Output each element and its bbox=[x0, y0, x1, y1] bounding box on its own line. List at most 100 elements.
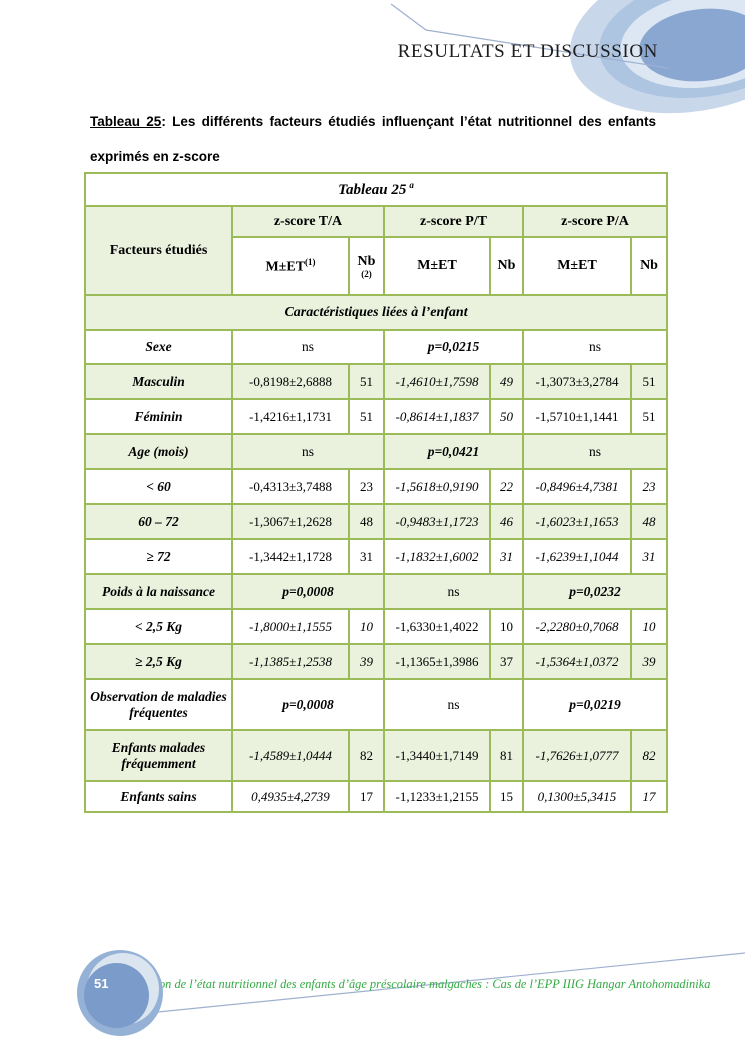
cell: -1,6239±1,1044 bbox=[522, 538, 632, 575]
section-running-head: RESULTATS ET DISCUSSION bbox=[397, 41, 658, 62]
row-label: Masculin bbox=[84, 363, 233, 400]
cell: -1,5710±1,1441 bbox=[522, 398, 632, 435]
cell: 46 bbox=[489, 503, 524, 540]
row-label: Enfants malades fréquemment bbox=[84, 729, 233, 782]
caption-text: : Les différents facteurs étudiés influe… bbox=[161, 114, 657, 129]
cell: ns bbox=[521, 329, 669, 365]
cell: 0,1300±5,3415 bbox=[522, 780, 632, 813]
table-row: Poids à la naissance p=0,0008 ns p=0,023… bbox=[84, 573, 669, 610]
col-header-met-3: M±ET bbox=[522, 236, 632, 296]
cell: -0,8496±4,7381 bbox=[522, 468, 632, 505]
cell: 23 bbox=[629, 468, 669, 505]
cell: ns bbox=[231, 329, 385, 365]
table-row: Age (mois) ns p=0,0421 ns bbox=[84, 433, 669, 470]
cell: 51 bbox=[348, 363, 385, 400]
col-header-zscore-pa: z-score P/A bbox=[521, 205, 669, 238]
col-header-zscore-pt: z-score P/T bbox=[383, 205, 524, 238]
section-header: Caractéristiques liées à l’enfant bbox=[83, 294, 669, 331]
cell: -1,4216±1,1731 bbox=[231, 398, 350, 435]
col-header-nb-1: Nb (2) bbox=[348, 236, 385, 296]
cell: -1,3067±1,2628 bbox=[231, 503, 350, 540]
cell: 10 bbox=[489, 608, 524, 645]
cell: 0,4935±4,2739 bbox=[231, 780, 350, 813]
sub-header-row: M±ET(1) Nb (2) M±ET Nb M±ET Nb bbox=[85, 236, 669, 296]
cell: 51 bbox=[629, 363, 669, 400]
row-label: 60 – 72 bbox=[84, 503, 233, 540]
cell: -1,3440±1,7149 bbox=[383, 729, 491, 782]
cell: 51 bbox=[348, 398, 385, 435]
cell: p=0,0215 bbox=[383, 329, 524, 365]
cell: p=0,0219 bbox=[521, 678, 669, 731]
cell: -1,1832±1,6002 bbox=[383, 538, 491, 575]
cell: -1,1233±1,2155 bbox=[383, 780, 491, 813]
table-row: Enfants malades fréquemment -1,4589±1,04… bbox=[84, 729, 669, 782]
cell: 48 bbox=[348, 503, 385, 540]
table-title: Tableau 25 a bbox=[83, 172, 669, 207]
cell: 82 bbox=[629, 729, 669, 782]
row-label: ≥ 72 bbox=[84, 538, 233, 575]
cell: 39 bbox=[629, 643, 669, 680]
cell: 23 bbox=[348, 468, 385, 505]
cell: -1,1365±1,3986 bbox=[383, 643, 491, 680]
cell: -1,5618±0,9190 bbox=[383, 468, 491, 505]
cell: p=0,0232 bbox=[521, 573, 669, 610]
results-table: Tableau 25 a Facteurs étudiés z-score T/… bbox=[83, 172, 669, 813]
cell: ns bbox=[383, 678, 524, 731]
row-label: Sexe bbox=[84, 329, 233, 365]
cell: 10 bbox=[629, 608, 669, 645]
col-header-zscore-ta: z-score T/A bbox=[231, 205, 385, 238]
page-number: 51 bbox=[94, 976, 109, 991]
section-header-row: Caractéristiques liées à l’enfant bbox=[83, 294, 669, 331]
cell: p=0,0008 bbox=[231, 573, 385, 610]
col-header-nb-3: Nb bbox=[629, 236, 669, 296]
row-label: Age (mois) bbox=[84, 433, 233, 470]
cell: -0,8198±2,6888 bbox=[231, 363, 350, 400]
cell: -1,6023±1,1653 bbox=[522, 503, 632, 540]
caption-line-2: exprimés en z-score bbox=[90, 149, 220, 164]
cell: 17 bbox=[629, 780, 669, 813]
cell: 51 bbox=[629, 398, 669, 435]
cell: 50 bbox=[489, 398, 524, 435]
table-row: Masculin -0,8198±2,6888 51 -1,4610±1,759… bbox=[84, 363, 669, 400]
table-title-row: Tableau 25 a bbox=[83, 172, 669, 207]
caption-label: Tableau 25 bbox=[90, 114, 162, 129]
row-label: Enfants sains bbox=[84, 780, 233, 813]
col-header-nb-2: Nb bbox=[489, 236, 524, 296]
table-row: < 60 -0,4313±3,7488 23 -1,5618±0,9190 22… bbox=[84, 468, 669, 505]
cell: ns bbox=[383, 573, 524, 610]
cell: ns bbox=[231, 433, 385, 470]
cell: 39 bbox=[348, 643, 385, 680]
table-row: Sexe ns p=0,0215 ns bbox=[84, 329, 669, 365]
cell: -1,1385±1,2538 bbox=[231, 643, 350, 680]
row-label: Observation de maladies fréquentes bbox=[84, 678, 233, 731]
table-row: Enfants sains 0,4935±4,2739 17 -1,1233±1… bbox=[84, 780, 669, 813]
table-row: < 2,5 Kg -1,8000±1,1555 10 -1,6330±1,402… bbox=[84, 608, 669, 645]
cell: -0,9483±1,1723 bbox=[383, 503, 491, 540]
cell: 37 bbox=[489, 643, 524, 680]
cell: -1,7626±1,0777 bbox=[522, 729, 632, 782]
table-caption: Tableau 25: Les différents facteurs étud… bbox=[90, 104, 656, 174]
cell: 31 bbox=[629, 538, 669, 575]
cell: 81 bbox=[489, 729, 524, 782]
cell: 17 bbox=[348, 780, 385, 813]
cell: -1,4610±1,7598 bbox=[383, 363, 491, 400]
table-row: Observation de maladies fréquentes p=0,0… bbox=[84, 678, 669, 731]
cell: 82 bbox=[348, 729, 385, 782]
cell: 31 bbox=[348, 538, 385, 575]
row-label: < 2,5 Kg bbox=[84, 608, 233, 645]
cell: -1,8000±1,1555 bbox=[231, 608, 350, 645]
group-header-row: Facteurs étudiés z-score T/A z-score P/T… bbox=[84, 205, 669, 296]
col-header-met-2: M±ET bbox=[383, 236, 491, 296]
cell: 10 bbox=[348, 608, 385, 645]
cell: p=0,0421 bbox=[383, 433, 524, 470]
cell: -1,6330±1,4022 bbox=[383, 608, 491, 645]
row-label: Féminin bbox=[84, 398, 233, 435]
cell: -1,4589±1,0444 bbox=[231, 729, 350, 782]
footer-running-title: Evaluation de l’état nutritionnel des en… bbox=[117, 977, 711, 991]
cell: 22 bbox=[489, 468, 524, 505]
table-row: 60 – 72 -1,3067±1,2628 48 -0,9483±1,1723… bbox=[84, 503, 669, 540]
cell: -2,2280±0,7068 bbox=[522, 608, 632, 645]
row-label: Poids à la naissance bbox=[84, 573, 233, 610]
cell: -1,3442±1,1728 bbox=[231, 538, 350, 575]
